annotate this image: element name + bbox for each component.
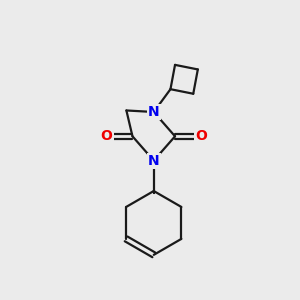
Text: O: O (195, 129, 207, 143)
Text: O: O (101, 129, 112, 143)
Text: N: N (148, 154, 160, 168)
Text: N: N (148, 105, 160, 119)
